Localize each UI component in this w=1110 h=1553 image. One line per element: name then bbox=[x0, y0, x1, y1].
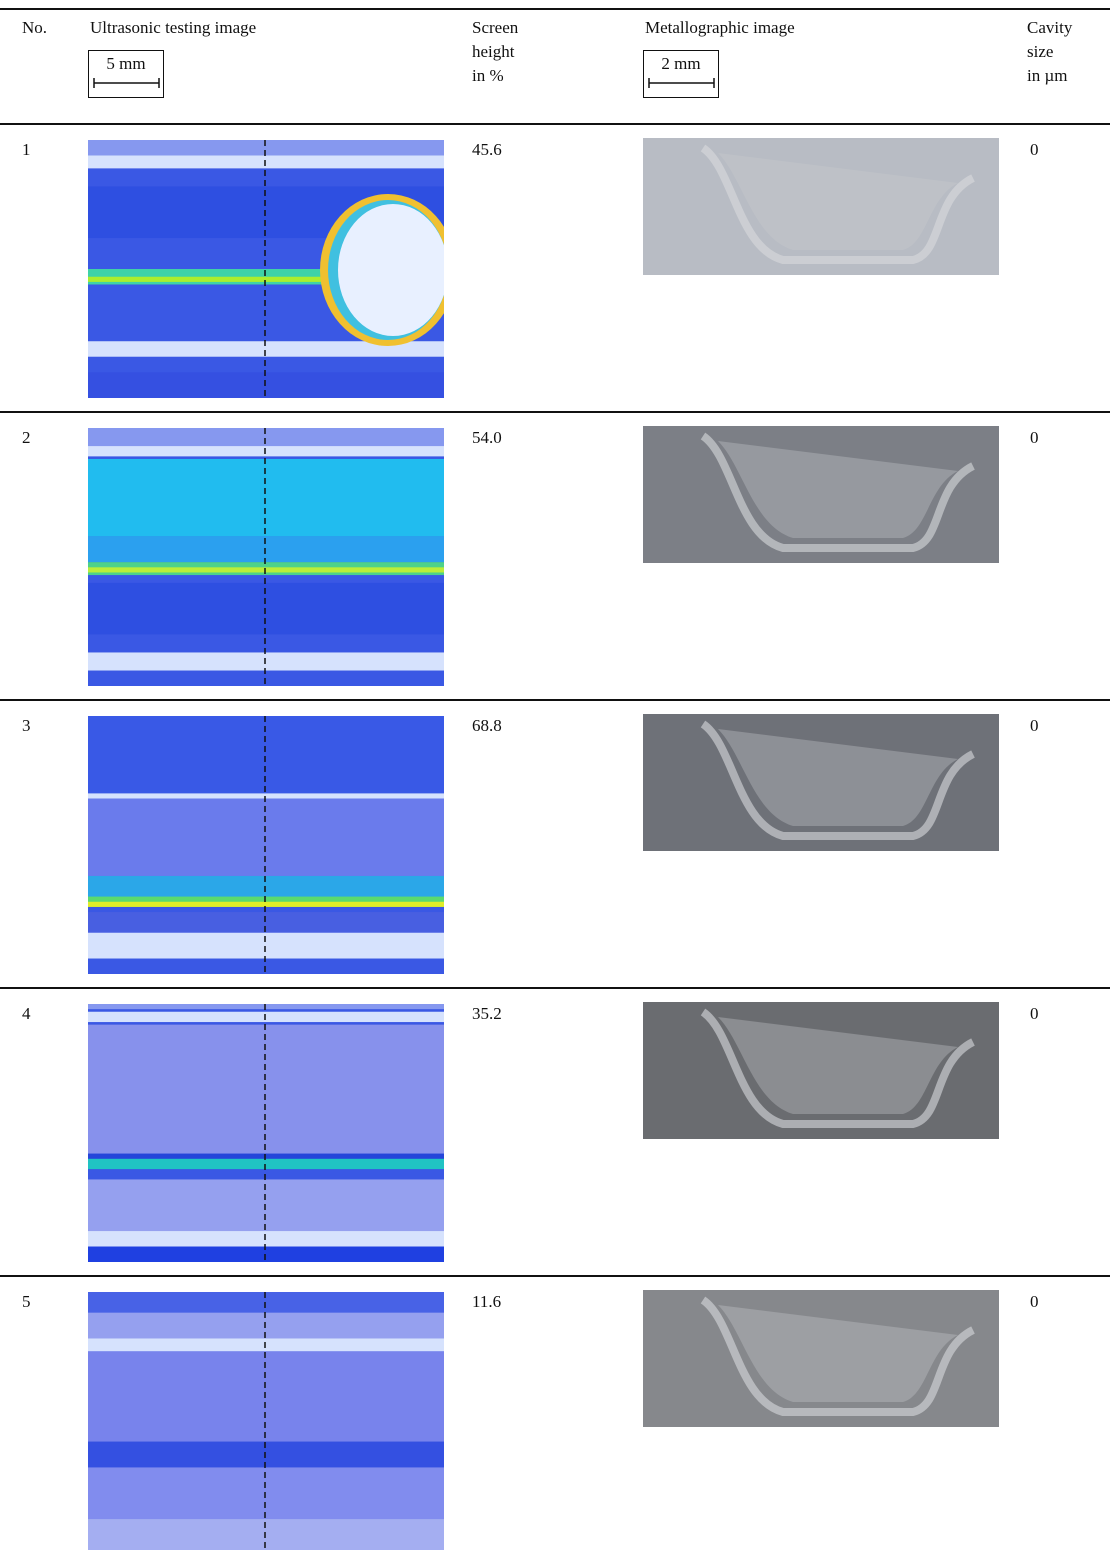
scale-bar bbox=[93, 77, 161, 89]
row-no: 4 bbox=[22, 1004, 31, 1024]
cavity-size: 0 bbox=[1030, 140, 1039, 160]
header-line: Screen bbox=[472, 16, 518, 40]
cavity-size: 0 bbox=[1030, 716, 1039, 736]
cavity-size: 0 bbox=[1030, 428, 1039, 448]
ultrasonic-image bbox=[88, 1292, 444, 1553]
scale-box: 2 mm bbox=[643, 50, 719, 98]
header-line: height bbox=[472, 40, 518, 64]
row-rule bbox=[0, 987, 1110, 989]
ultrasonic-image bbox=[88, 716, 444, 974]
metallographic-image bbox=[643, 426, 999, 563]
ultrasonic-image bbox=[88, 428, 444, 686]
header-metallographic: Metallographic image bbox=[645, 18, 795, 38]
ultrasonic-image bbox=[88, 140, 444, 398]
row-no: 5 bbox=[22, 1292, 31, 1312]
row-no: 1 bbox=[22, 140, 31, 160]
row-no: 3 bbox=[22, 716, 31, 736]
metallographic-image bbox=[643, 714, 999, 851]
screen-height: 45.6 bbox=[472, 140, 502, 160]
top-rule bbox=[0, 8, 1110, 10]
cavity-size: 0 bbox=[1030, 1292, 1039, 1312]
screen-height: 68.8 bbox=[472, 716, 502, 736]
scale-box: 5 mm bbox=[88, 50, 164, 98]
scale-label: 2 mm bbox=[661, 54, 700, 73]
header-ultrasonic: Ultrasonic testing image bbox=[90, 18, 256, 38]
metallographic-image bbox=[643, 138, 999, 275]
header-line: in % bbox=[472, 64, 518, 88]
header-line: size bbox=[1027, 40, 1072, 64]
ultrasonic-image bbox=[88, 1004, 444, 1262]
page: No. Ultrasonic testing image 5 mm Screen… bbox=[0, 0, 1110, 1553]
metallographic-image bbox=[643, 1002, 999, 1139]
row-no: 2 bbox=[22, 428, 31, 448]
row-rule bbox=[0, 699, 1110, 701]
screen-height: 54.0 bbox=[472, 428, 502, 448]
metallographic-image bbox=[643, 1290, 999, 1427]
screen-height: 35.2 bbox=[472, 1004, 502, 1024]
screen-height: 11.6 bbox=[472, 1292, 501, 1312]
header-line: Cavity bbox=[1027, 16, 1072, 40]
row-rule bbox=[0, 411, 1110, 413]
header-line: in µm bbox=[1027, 64, 1072, 88]
header-no: No. bbox=[22, 18, 47, 38]
scale-label: 5 mm bbox=[106, 54, 145, 73]
header-rule bbox=[0, 123, 1110, 125]
cavity-size: 0 bbox=[1030, 1004, 1039, 1024]
scale-bar bbox=[648, 77, 716, 89]
row-rule bbox=[0, 1275, 1110, 1277]
